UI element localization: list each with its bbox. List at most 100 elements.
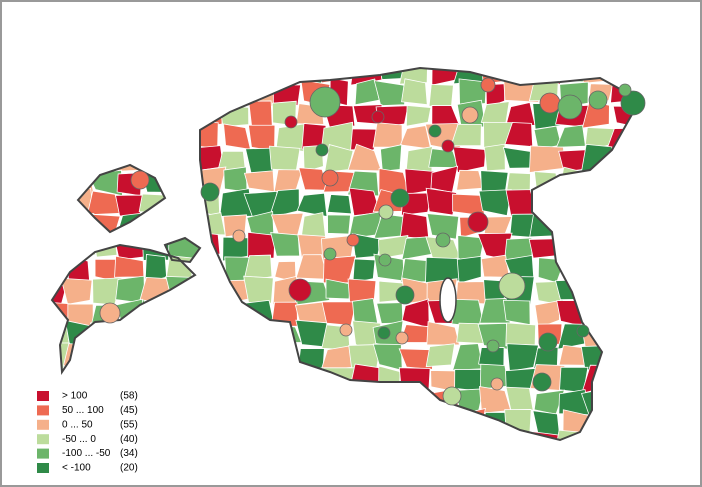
- municipality: [509, 213, 537, 238]
- town: [346, 233, 360, 247]
- municipality: [456, 255, 482, 284]
- town: [435, 232, 451, 248]
- municipality: [373, 80, 407, 107]
- municipality: [452, 146, 487, 173]
- town: [288, 278, 312, 302]
- town: [461, 106, 479, 124]
- legend-count: (55): [120, 419, 138, 430]
- town: [371, 110, 385, 124]
- legend-label: -100 ... -50: [62, 448, 111, 459]
- municipality: [458, 78, 487, 107]
- town: [232, 229, 246, 243]
- municipality: [505, 322, 536, 347]
- municipality: [243, 275, 274, 304]
- town: [200, 182, 220, 202]
- municipality: [425, 343, 456, 368]
- municipality: [456, 169, 484, 191]
- town: [538, 332, 558, 352]
- legend-swatch: [37, 405, 49, 416]
- municipality: [325, 278, 351, 300]
- town: [378, 253, 392, 267]
- municipality: [270, 232, 301, 257]
- municipality: [321, 301, 357, 326]
- municipality: [372, 122, 403, 148]
- town: [321, 169, 339, 187]
- town: [557, 94, 583, 120]
- municipality: [327, 214, 351, 235]
- town: [588, 90, 608, 110]
- municipality: [269, 145, 301, 172]
- legend: > 100 (58) 50 ... 100 (45) 0 ... 50 (55) -50 .…: [37, 391, 138, 474]
- legend-label: < -100: [62, 463, 91, 474]
- legend-label: 0 ... 50: [62, 419, 93, 430]
- municipality: [405, 146, 433, 173]
- town: [130, 170, 150, 190]
- legend-count: (45): [120, 405, 138, 416]
- municipality: [248, 100, 273, 128]
- island-border: [76, 163, 167, 234]
- town: [428, 124, 442, 138]
- town: [480, 77, 496, 93]
- municipality: [398, 348, 435, 370]
- legend-swatch: [37, 391, 49, 401]
- town: [339, 323, 353, 337]
- town: [395, 285, 415, 305]
- municipality: [506, 343, 540, 372]
- municipality: [399, 212, 430, 240]
- municipality: [428, 84, 454, 107]
- municipality: [223, 166, 248, 193]
- municipality: [505, 189, 536, 217]
- towns: [99, 77, 646, 406]
- legend-count: (20): [120, 463, 138, 474]
- municipality: [426, 213, 460, 240]
- town: [377, 326, 391, 340]
- island-border: [163, 236, 202, 264]
- municipality: [399, 68, 429, 85]
- town: [576, 324, 590, 338]
- island-border: [50, 243, 197, 375]
- borders: [50, 66, 642, 442]
- town: [620, 90, 646, 116]
- municipality: [60, 277, 93, 305]
- municipality: [478, 189, 512, 217]
- municipality: [401, 78, 428, 106]
- municipality: [243, 254, 273, 282]
- town: [490, 377, 504, 391]
- municipality: [376, 302, 404, 324]
- legend-swatch: [37, 419, 49, 430]
- legend-swatch: [37, 434, 49, 445]
- municipality: [426, 321, 460, 346]
- municipality: [352, 258, 376, 284]
- town: [618, 83, 632, 97]
- town: [378, 204, 394, 220]
- town: [99, 302, 121, 324]
- legend-label: -50 ... 0: [62, 434, 96, 445]
- municipality: [528, 145, 566, 174]
- town: [284, 115, 298, 129]
- town: [532, 372, 552, 392]
- municipality: [480, 254, 510, 278]
- municipality: [405, 105, 432, 127]
- legend-label: 50 ... 100: [62, 405, 104, 416]
- town: [441, 139, 455, 153]
- town: [442, 386, 462, 406]
- town: [498, 272, 526, 300]
- town: [323, 247, 337, 261]
- lake: [439, 277, 457, 323]
- town: [309, 86, 341, 118]
- mainland-border: [199, 66, 642, 442]
- municipality: [380, 144, 403, 172]
- municipality: [534, 299, 561, 329]
- municipality: [326, 194, 352, 215]
- municipality: [450, 123, 482, 147]
- legend-count: (40): [120, 434, 138, 445]
- municipality: [247, 231, 276, 261]
- town: [486, 339, 500, 353]
- municipality: [502, 299, 531, 326]
- town: [539, 92, 561, 114]
- municipality: [483, 143, 506, 172]
- municipality: [505, 386, 534, 417]
- legend-swatch: [37, 463, 49, 473]
- municipality: [425, 187, 458, 216]
